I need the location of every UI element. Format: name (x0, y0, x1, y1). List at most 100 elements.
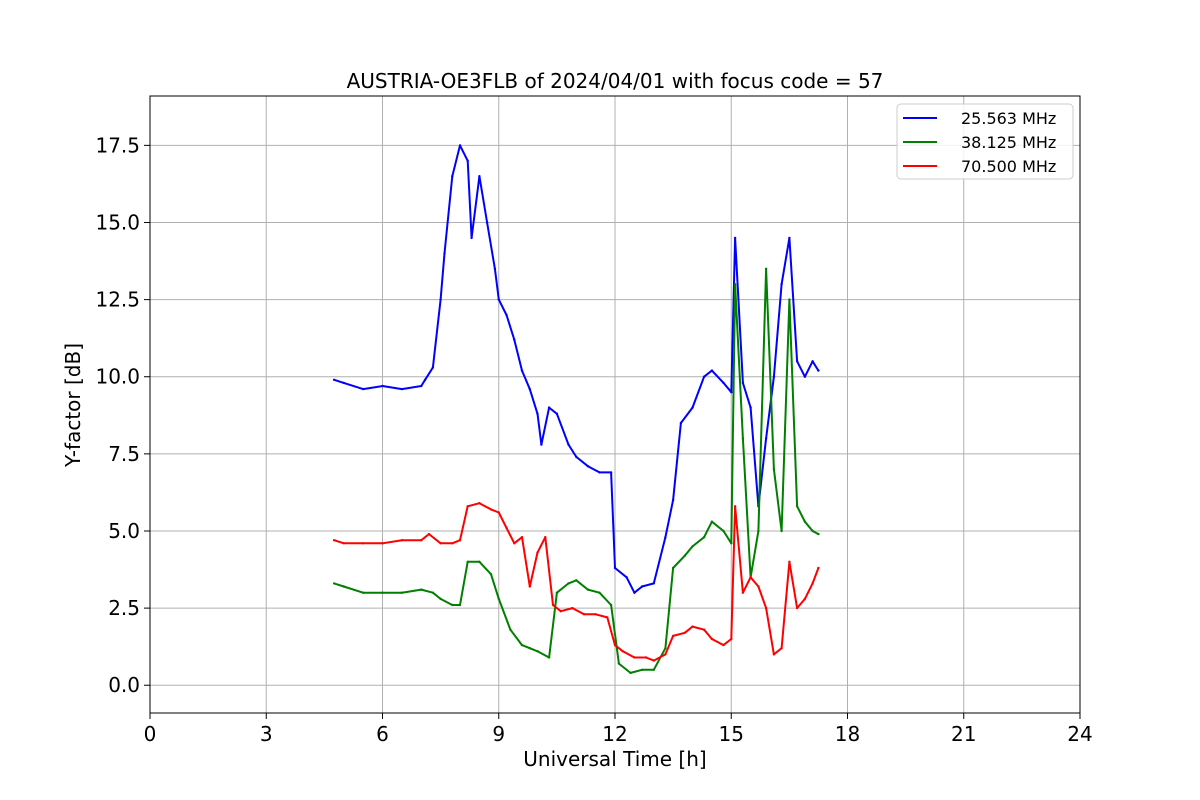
series-2-point (811, 582, 814, 585)
series-1-point (528, 647, 531, 650)
series-1-point (567, 582, 570, 585)
chart-title: AUSTRIA-OE3FLB of 2024/04/01 with focus … (347, 69, 884, 93)
series-0-point (485, 221, 489, 224)
x-tick-label: 12 (602, 722, 627, 746)
series-0-point (540, 443, 543, 446)
series-0-point (547, 406, 551, 409)
series-1-point (609, 603, 613, 607)
series-0-point (528, 387, 531, 391)
legend-box (896, 103, 1074, 180)
series-1-point (361, 591, 365, 594)
legend-label-0: 25.563 MHz (961, 109, 1056, 128)
series-1-point (772, 468, 776, 471)
series-2-point (427, 532, 431, 536)
series-1-point (466, 560, 469, 563)
y-tick-label: 7.5 (108, 442, 140, 466)
series-2-point (803, 597, 807, 601)
series-2-point (733, 505, 737, 508)
series-0-point (478, 175, 481, 178)
series-1-point (478, 560, 481, 563)
series-0-point (513, 338, 516, 341)
series-0-point (749, 406, 752, 409)
y-tick-label: 12.5 (95, 288, 140, 312)
series-0-point (710, 369, 714, 372)
series-2-point (606, 616, 609, 619)
y-axis-label: Y-factor [dB] (61, 343, 85, 468)
series-0-point (730, 391, 733, 394)
series-2-point (817, 566, 820, 570)
x-tick-label: 18 (835, 722, 860, 746)
series-1-point (439, 597, 442, 601)
series-0-point (497, 298, 500, 301)
series-0-point (803, 375, 807, 378)
series-0-point (420, 384, 423, 388)
x-tick-label: 15 (719, 722, 744, 746)
series-1-point (586, 588, 590, 591)
series-2-point (505, 526, 508, 530)
series-1-point (575, 579, 578, 582)
series-2-point (788, 560, 791, 563)
series-1-point (617, 662, 621, 665)
series-1-point (702, 536, 706, 539)
series-0-point (458, 144, 462, 147)
series-2-point (594, 613, 597, 616)
series-2-point (764, 606, 768, 610)
y-tick-label: 17.5 (95, 133, 140, 157)
series-2-point (722, 643, 725, 647)
series-0-point (443, 252, 446, 255)
series-1-point (683, 554, 686, 557)
series-0-point (598, 471, 601, 474)
series-1-point (629, 671, 632, 675)
series-1-point (710, 520, 714, 523)
series-0-point (652, 582, 655, 585)
series-0-point (361, 387, 365, 391)
series-2-point (683, 631, 686, 634)
series-2-point (664, 653, 667, 656)
series-0-point (505, 313, 508, 317)
series-2-point (458, 539, 462, 542)
series-0-point (609, 471, 613, 474)
series-2-point (361, 542, 365, 545)
series-0-point (400, 387, 404, 391)
series-0-point (613, 566, 617, 570)
x-axis-label: Universal Time [h] (523, 747, 706, 771)
series-1-point (652, 668, 655, 671)
y-tick-label: 5.0 (108, 519, 140, 543)
series-2-point (478, 502, 481, 505)
series-2-point (451, 542, 454, 545)
series-1-point (640, 668, 644, 671)
series-0-point (586, 465, 590, 468)
series-2-point (749, 576, 752, 579)
legend-label-2: 70.500 MHz (961, 157, 1056, 176)
series-1-point (520, 643, 524, 647)
x-tick-label: 3 (260, 722, 273, 746)
x-axis: 0 3 6 9 12 15 18 21 24 (144, 713, 1093, 746)
series-0-point (817, 369, 820, 372)
series-2-point (780, 647, 783, 650)
series-1-point (788, 298, 791, 301)
series-2-point (671, 634, 675, 638)
series-0-point (470, 236, 473, 240)
series-1-point (780, 529, 783, 533)
series-1-point (598, 591, 601, 594)
series-0-point (342, 381, 345, 385)
series-0-point (575, 455, 578, 459)
series-2-point (489, 508, 493, 511)
series-0-point (722, 381, 725, 385)
series-1-point (757, 529, 760, 533)
legend-label-1: 38.125 MHz (961, 133, 1056, 152)
series-1-point (431, 591, 435, 594)
series-0-point (691, 406, 694, 409)
series-1-point (722, 529, 725, 533)
series-2-point (795, 606, 799, 610)
series-2-point (536, 551, 539, 554)
series-1-point (332, 582, 336, 585)
series-0-point (764, 437, 768, 440)
series-1-point (400, 591, 404, 594)
legend: 25.563 MHz 38.125 MHz 70.500 MHz (896, 103, 1074, 180)
series-1-point (664, 647, 667, 650)
series-0-point (381, 384, 384, 388)
series-2-point (757, 585, 760, 588)
series-0-point (555, 412, 559, 415)
